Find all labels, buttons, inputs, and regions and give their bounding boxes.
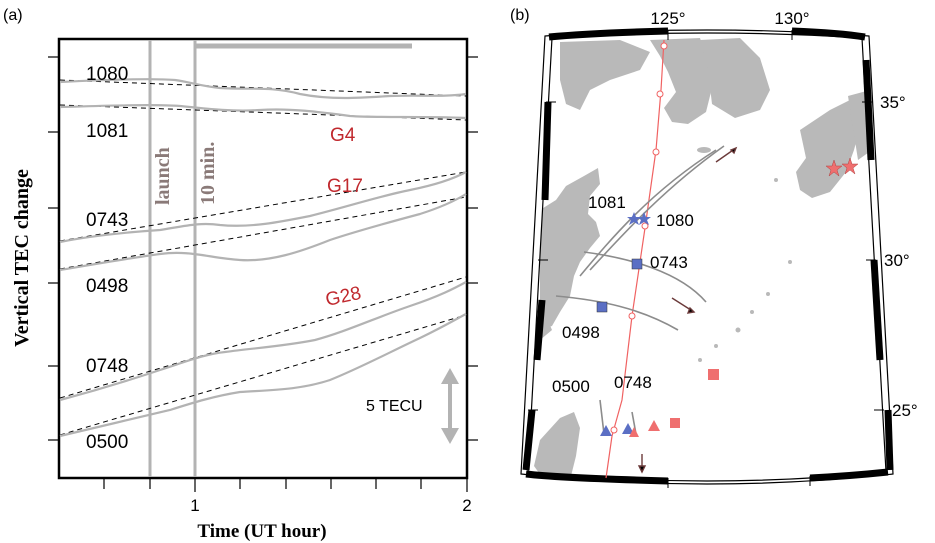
station-label-1080: 1080: [86, 64, 128, 85]
square-red-2: [708, 369, 719, 380]
trace-0748: [59, 281, 467, 402]
trace-0500: [59, 313, 467, 438]
track-markers: [610, 42, 668, 434]
triangle-red-1: [629, 427, 639, 437]
x-axis-label: Time (UT hour): [197, 521, 326, 542]
triangle-0748: [622, 423, 634, 434]
lon-label-130: 130°: [774, 9, 809, 28]
map-border-segments: [522, 27, 894, 485]
triangle-red-2: [648, 420, 660, 431]
station-label-0500: 0500: [86, 432, 128, 453]
panel-a-station-labels: 1080 1081 0743 0498 0748 0500: [86, 64, 128, 453]
scale-arrow: [441, 368, 459, 444]
lat-label-30: 30°: [884, 251, 910, 270]
direction-arrows: [637, 146, 738, 474]
star-red-2: [841, 157, 859, 175]
star-1081: [627, 212, 641, 225]
launch-label: launch: [152, 147, 174, 205]
triangle-0500: [600, 425, 612, 436]
trace-1080: [59, 78, 467, 100]
station-label-0743: 0743: [86, 210, 128, 231]
xtick-1: 1: [190, 496, 199, 515]
scale-label: 5 TECU: [366, 398, 423, 415]
trace-0743: [59, 171, 467, 244]
square-red-1: [670, 418, 680, 428]
trace-1081: [59, 104, 467, 120]
map-station-labels: 1081 1080 0743 0498 0500 0748: [552, 193, 694, 396]
tec-traces: [59, 78, 467, 438]
square-0743: [631, 258, 643, 270]
station-markers: [596, 157, 859, 437]
lon-label-125: 125°: [650, 9, 685, 28]
map-label-0743: 0743: [650, 253, 688, 272]
map-label-0500: 0500: [552, 377, 590, 396]
station-label-0748: 0748: [86, 356, 128, 377]
map-label-0498: 0498: [562, 323, 600, 342]
xtick-2: 2: [462, 496, 471, 515]
star-red-1: [825, 159, 843, 177]
satellite-label-g17: G17: [327, 176, 363, 197]
square-0498: [596, 301, 608, 313]
panel-a-label: (a): [3, 7, 23, 24]
lat-label-35: 35°: [880, 93, 906, 112]
ten-min-label: 10 min.: [197, 142, 219, 205]
satellite-label-g4: G4: [330, 125, 356, 146]
lat-label-25: 25°: [892, 401, 918, 420]
map-label-1081: 1081: [588, 193, 626, 212]
panel-a-xticks: [103, 478, 468, 492]
y-axis-label: Vertical TEC change: [11, 169, 33, 347]
station-label-0498: 0498: [86, 276, 128, 297]
map: 1081 1080 0743 0498 0500 0748: [520, 27, 894, 488]
star-1080: [637, 212, 651, 225]
station-label-1081: 1081: [86, 121, 128, 142]
map-label-0748: 0748: [614, 373, 652, 392]
map-label-1080: 1080: [656, 211, 694, 230]
trace-0498: [59, 193, 467, 272]
reference-dashes: [59, 79, 467, 436]
panel-a-yticks: [48, 56, 478, 441]
panel-b-label: (b): [510, 7, 530, 24]
